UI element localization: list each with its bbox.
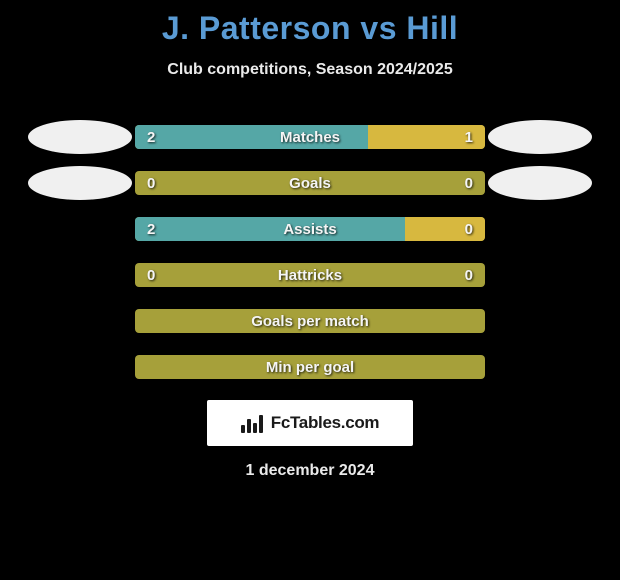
right-player-marker <box>485 120 595 154</box>
player-ellipse-left <box>28 166 132 200</box>
stat-bar: 2 Assists 0 <box>135 217 485 241</box>
stat-value-left: 2 <box>147 221 155 238</box>
stat-bar: Min per goal <box>135 355 485 379</box>
stat-value-right: 0 <box>465 267 473 284</box>
left-player-marker <box>25 120 135 154</box>
stat-row: Min per goal <box>0 344 620 390</box>
stat-value-right: 0 <box>465 221 473 238</box>
stat-label: Goals per match <box>251 313 369 330</box>
bar-segment-left <box>135 217 405 241</box>
stat-label: Assists <box>283 221 336 238</box>
subtitle: Club competitions, Season 2024/2025 <box>0 61 620 79</box>
stat-value-left: 0 <box>147 175 155 192</box>
stat-row: 2 Assists 0 <box>0 206 620 252</box>
stat-bar: Goals per match <box>135 309 485 333</box>
stat-row: Goals per match <box>0 298 620 344</box>
page-title: J. Patterson vs Hill <box>0 0 620 47</box>
comparison-chart: 2 Matches 1 0 Goals 0 2 Assists 0 0 Hattricks 0 Goal… <box>0 114 620 390</box>
stat-label: Min per goal <box>266 359 354 376</box>
player-ellipse-left <box>28 120 132 154</box>
stat-value-right: 0 <box>465 175 473 192</box>
stat-label: Goals <box>289 175 331 192</box>
date-label: 1 december 2024 <box>0 462 620 480</box>
stat-value-left: 0 <box>147 267 155 284</box>
fctables-logo: FcTables.com <box>207 400 413 446</box>
left-player-marker <box>25 166 135 200</box>
bar-chart-icon <box>241 413 267 433</box>
stat-row: 2 Matches 1 <box>0 114 620 160</box>
stat-label: Hattricks <box>278 267 342 284</box>
stat-value-left: 2 <box>147 129 155 146</box>
stat-bar: 2 Matches 1 <box>135 125 485 149</box>
stat-row: 0 Hattricks 0 <box>0 252 620 298</box>
logo-text: FcTables.com <box>271 413 380 433</box>
player-ellipse-right <box>488 120 592 154</box>
stat-row: 0 Goals 0 <box>0 160 620 206</box>
stat-bar: 0 Goals 0 <box>135 171 485 195</box>
stat-bar: 0 Hattricks 0 <box>135 263 485 287</box>
right-player-marker <box>485 166 595 200</box>
stat-label: Matches <box>280 129 340 146</box>
stat-value-right: 1 <box>465 129 473 146</box>
player-ellipse-right <box>488 166 592 200</box>
